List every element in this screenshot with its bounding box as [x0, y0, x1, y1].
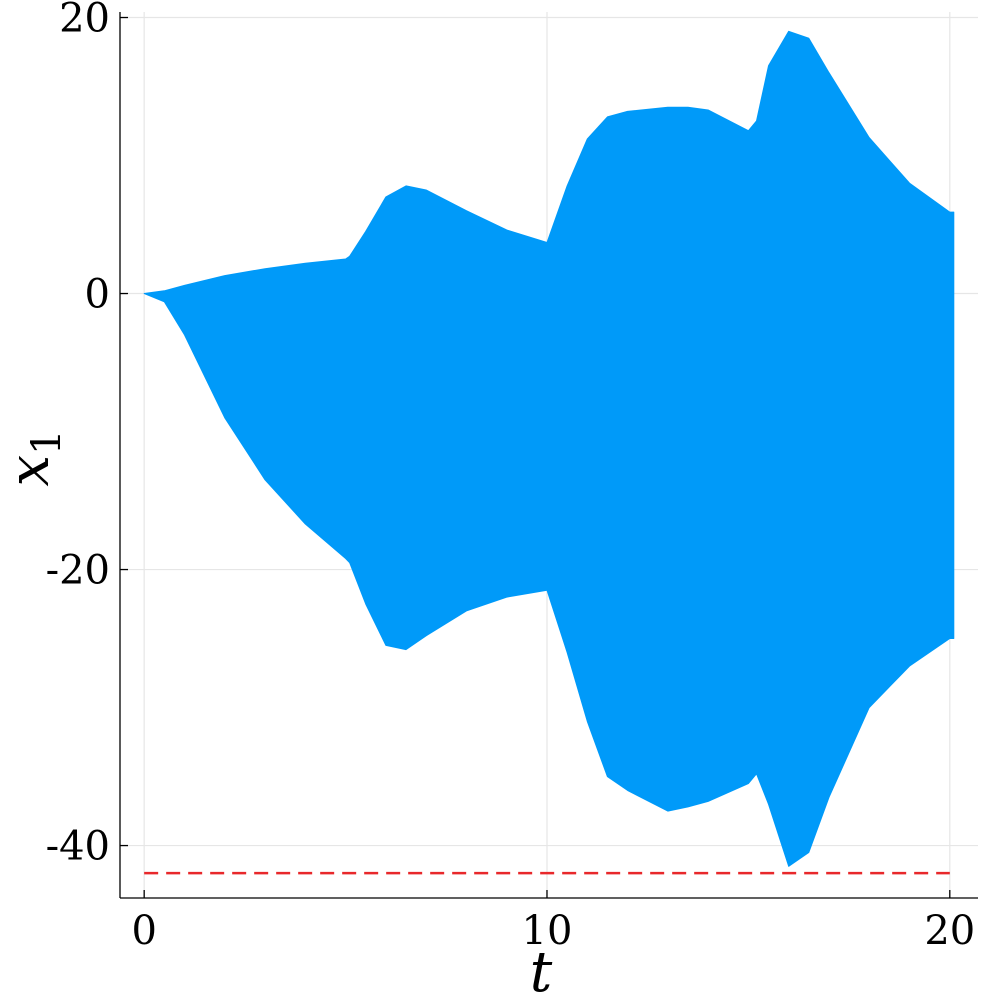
y-tick-label-1: 0: [85, 272, 110, 318]
y-tick-label-0: 20: [59, 0, 110, 42]
axes: [119, 12, 978, 899]
x-tick-label-0: 0: [131, 908, 156, 954]
x-tick-label-2: 20: [924, 908, 975, 954]
x-tick-label-1: 10: [522, 908, 573, 954]
y-axis-label: x1: [0, 429, 70, 486]
y-tick-label-3: -40: [46, 824, 110, 870]
plot-marks: [143, 30, 955, 875]
y-axis-label-main: x: [0, 455, 62, 487]
y-tick-label-2: -20: [46, 548, 110, 594]
y-axis-label-subscript: 1: [24, 429, 70, 454]
x-axis-label: t: [530, 940, 553, 999]
tick-labels: 0 10 20 20 0 -20 -40: [46, 0, 976, 954]
series-envelope-0: [143, 30, 955, 867]
